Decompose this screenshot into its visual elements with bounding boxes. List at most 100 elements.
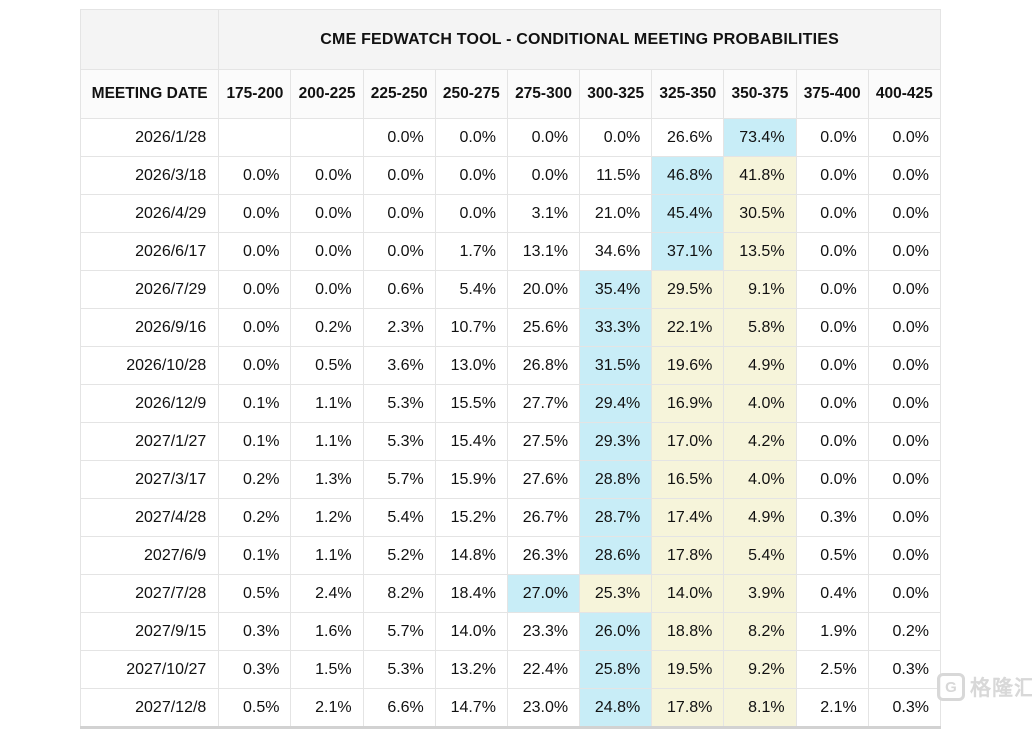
- meeting-date-cell: 2027/3/17: [79, 460, 220, 499]
- probability-cell: 17.8%: [651, 536, 725, 575]
- probability-cell: 13.0%: [434, 346, 508, 385]
- probability-cell: 25.8%: [579, 650, 653, 689]
- probability-cell: 0.2%: [290, 308, 364, 347]
- meeting-date-cell: 2026/9/16: [79, 308, 220, 347]
- meeting-date-cell: 2026/7/29: [79, 270, 220, 309]
- probability-cell: 26.7%: [506, 498, 581, 537]
- meeting-date-cell: 2026/6/17: [79, 232, 220, 271]
- probability-cell: 16.5%: [651, 460, 725, 499]
- probability-cell: 0.0%: [434, 118, 508, 157]
- column-header-rate-range: 275-300: [506, 69, 581, 119]
- probability-cell: 0.0%: [867, 460, 942, 499]
- probability-cell: 4.0%: [723, 460, 797, 499]
- probability-cell: 0.0%: [795, 270, 869, 309]
- probability-cell: 15.2%: [434, 498, 508, 537]
- probability-cell: 5.4%: [723, 536, 797, 575]
- probability-cell: 18.8%: [651, 612, 725, 651]
- probability-cell: 0.0%: [867, 232, 942, 271]
- probability-cell: 1.1%: [290, 422, 364, 461]
- table-row: 2026/10/28 0.0% 0.5% 3.6% 13.0% 26.8% 31.5% 19.…: [79, 346, 942, 385]
- probability-cell: 19.6%: [651, 346, 725, 385]
- corner-cell: [79, 9, 220, 70]
- probability-cell: 14.8%: [434, 536, 508, 575]
- probability-cell: 1.9%: [795, 612, 869, 651]
- probability-cell: 19.5%: [651, 650, 725, 689]
- fedwatch-table-container: CME FEDWATCH TOOL - CONDITIONAL MEETING …: [79, 9, 942, 729]
- probability-cell: [290, 118, 364, 157]
- table-row: 2027/3/17 0.2% 1.3% 5.7% 15.9% 27.6% 28.8% 16.5…: [79, 460, 942, 499]
- table-row: 2027/7/28 0.5% 2.4% 8.2% 18.4% 27.0% 25.3% 14.0…: [79, 574, 942, 613]
- meeting-date-cell: 2026/1/28: [79, 118, 220, 157]
- column-header-rate-range: 200-225: [290, 69, 364, 119]
- probability-cell: 0.5%: [218, 574, 292, 613]
- probability-cell: 0.0%: [795, 118, 869, 157]
- probability-cell: 0.0%: [218, 232, 292, 271]
- probability-cell: 29.5%: [651, 270, 725, 309]
- probability-cell: 5.7%: [362, 612, 436, 651]
- probability-cell: 46.8%: [651, 156, 725, 195]
- meeting-date-cell: 2027/1/27: [79, 422, 220, 461]
- table-row: 2027/6/9 0.1% 1.1% 5.2% 14.8% 26.3% 28.6% 17.8%…: [79, 536, 942, 575]
- probability-cell: 0.3%: [218, 612, 292, 651]
- probability-cell: 18.4%: [434, 574, 508, 613]
- probability-cell: 0.0%: [867, 536, 942, 575]
- table-row: 2026/9/16 0.0% 0.2% 2.3% 10.7% 25.6% 33.3% 22.1…: [79, 308, 942, 347]
- probability-cell: 29.3%: [579, 422, 653, 461]
- table-header: CME FEDWATCH TOOL - CONDITIONAL MEETING …: [79, 9, 942, 119]
- fedwatch-probability-table: CME FEDWATCH TOOL - CONDITIONAL MEETING …: [79, 9, 942, 729]
- probability-cell: 0.0%: [795, 422, 869, 461]
- probability-cell: 15.5%: [434, 384, 508, 423]
- probability-cell: 2.5%: [795, 650, 869, 689]
- probability-cell: 26.6%: [651, 118, 725, 157]
- probability-cell: 22.4%: [506, 650, 581, 689]
- probability-cell: 0.0%: [218, 270, 292, 309]
- probability-cell: 2.1%: [795, 688, 869, 728]
- meeting-date-cell: 2027/10/27: [79, 650, 220, 689]
- probability-cell: 37.1%: [651, 232, 725, 271]
- meeting-date-cell: 2026/4/29: [79, 194, 220, 233]
- probability-cell: 21.0%: [579, 194, 653, 233]
- probability-cell: 0.0%: [867, 346, 942, 385]
- probability-cell: 11.5%: [579, 156, 653, 195]
- probability-cell: 0.5%: [218, 688, 292, 728]
- probability-cell: 0.6%: [362, 270, 436, 309]
- probability-cell: 33.3%: [579, 308, 653, 347]
- probability-cell: 0.3%: [795, 498, 869, 537]
- probability-cell: 5.3%: [362, 422, 436, 461]
- probability-cell: 5.4%: [362, 498, 436, 537]
- probability-cell: 34.6%: [579, 232, 653, 271]
- probability-cell: 0.0%: [867, 308, 942, 347]
- probability-cell: 5.2%: [362, 536, 436, 575]
- probability-cell: 0.0%: [434, 194, 508, 233]
- probability-cell: 8.2%: [723, 612, 797, 651]
- probability-cell: 0.2%: [218, 460, 292, 499]
- probability-cell: 0.0%: [362, 118, 436, 157]
- probability-cell: 0.2%: [218, 498, 292, 537]
- meeting-date-cell: 2027/6/9: [79, 536, 220, 575]
- probability-cell: 14.7%: [434, 688, 508, 728]
- probability-cell: 23.0%: [506, 688, 581, 728]
- probability-cell: 0.0%: [506, 156, 581, 195]
- probability-cell: 0.1%: [218, 384, 292, 423]
- column-header-rate-range: 400-425: [867, 69, 942, 119]
- probability-cell: 0.3%: [867, 650, 942, 689]
- probability-cell: 31.5%: [579, 346, 653, 385]
- probability-cell: 0.4%: [795, 574, 869, 613]
- probability-cell: 35.4%: [579, 270, 653, 309]
- probability-cell: 30.5%: [723, 194, 797, 233]
- probability-cell: 24.8%: [579, 688, 653, 728]
- probability-cell: 0.0%: [290, 194, 364, 233]
- probability-cell: 9.1%: [723, 270, 797, 309]
- probability-cell: 17.4%: [651, 498, 725, 537]
- probability-cell: 0.0%: [290, 270, 364, 309]
- probability-cell: 0.0%: [867, 270, 942, 309]
- table-row: 2026/6/17 0.0% 0.0% 0.0% 1.7% 13.1% 34.6% 37.1%…: [79, 232, 942, 271]
- table-body: 2026/1/28 0.0% 0.0% 0.0% 0.0% 26.6% 73.4% 0.0% 0…: [79, 118, 942, 728]
- probability-cell: 28.6%: [579, 536, 653, 575]
- probability-cell: 9.2%: [723, 650, 797, 689]
- probability-cell: 45.4%: [651, 194, 725, 233]
- probability-cell: 0.0%: [362, 156, 436, 195]
- probability-cell: 8.2%: [362, 574, 436, 613]
- probability-cell: 0.0%: [795, 156, 869, 195]
- probability-cell: 1.1%: [290, 536, 364, 575]
